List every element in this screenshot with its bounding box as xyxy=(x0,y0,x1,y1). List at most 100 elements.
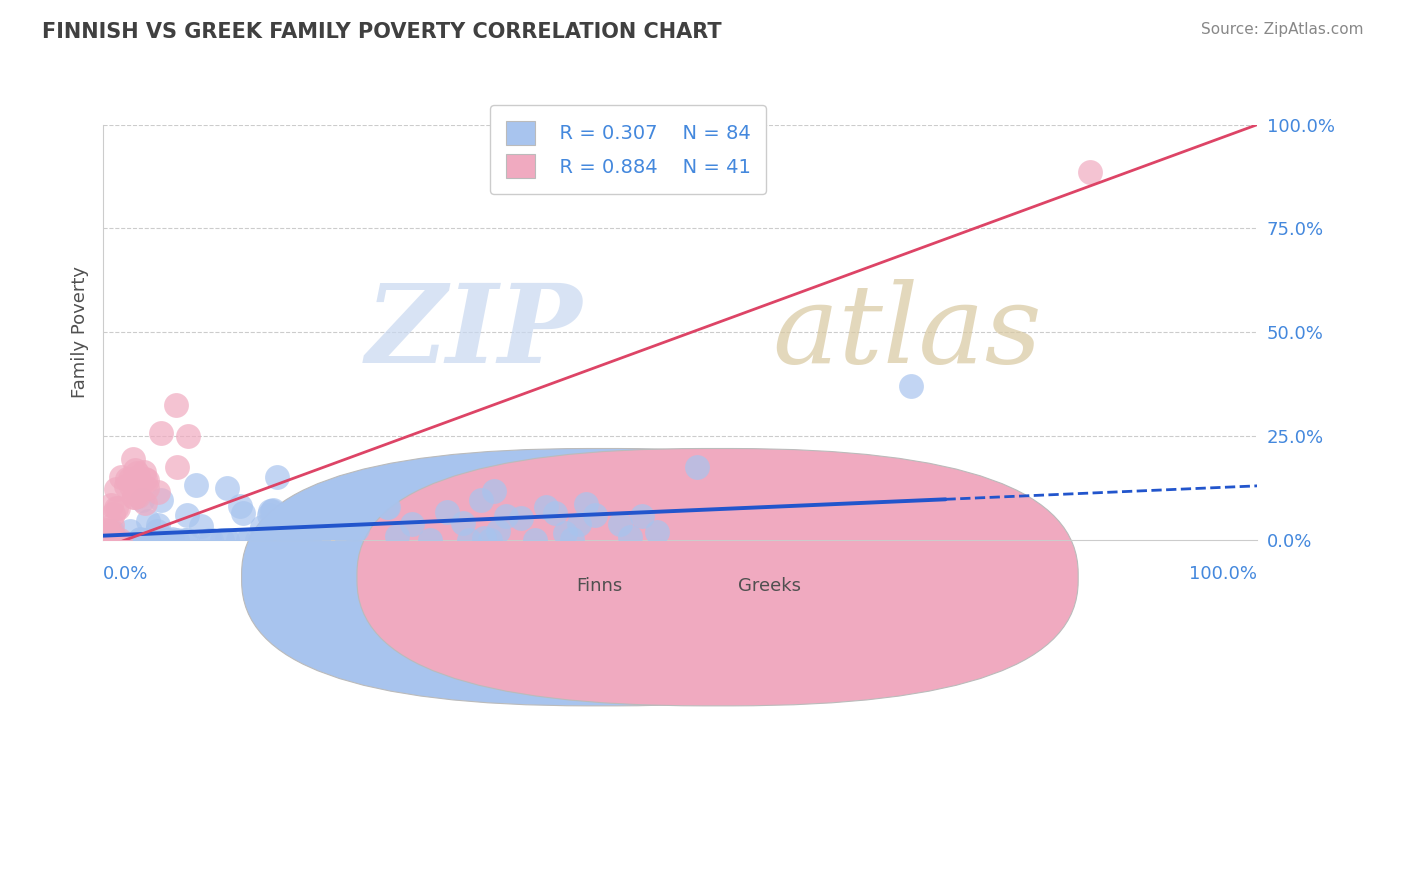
Legend:   R = 0.307    N = 84,   R = 0.884    N = 41: R = 0.307 N = 84, R = 0.884 N = 41 xyxy=(491,105,766,194)
Point xyxy=(190,519,212,533)
Point xyxy=(103,533,125,547)
Point xyxy=(619,530,641,544)
Point xyxy=(1078,165,1101,179)
Point xyxy=(609,516,631,531)
Point xyxy=(135,481,157,495)
Point xyxy=(122,452,145,467)
Point xyxy=(686,459,709,474)
Text: Greeks: Greeks xyxy=(738,577,801,595)
Point xyxy=(259,508,281,522)
Point xyxy=(100,498,122,512)
Point xyxy=(127,470,149,484)
Point xyxy=(127,489,149,503)
Point xyxy=(311,490,333,504)
Point xyxy=(110,533,132,547)
Point xyxy=(176,508,198,522)
Point xyxy=(307,533,329,547)
Point xyxy=(184,478,207,492)
Point xyxy=(157,533,180,547)
Point xyxy=(198,533,221,547)
Point xyxy=(259,504,281,518)
Point xyxy=(166,460,188,475)
Point xyxy=(277,531,299,545)
Point xyxy=(298,533,321,547)
Point xyxy=(110,470,132,484)
Point xyxy=(160,532,183,546)
Point xyxy=(122,490,145,504)
Point xyxy=(115,471,138,485)
Point xyxy=(174,533,197,547)
Point xyxy=(544,506,567,520)
Point xyxy=(274,515,297,529)
Point xyxy=(900,379,922,393)
Point xyxy=(266,470,288,484)
Point xyxy=(101,518,124,533)
Point xyxy=(122,491,145,505)
Point xyxy=(335,528,357,542)
Point xyxy=(105,482,128,496)
Text: Source: ZipAtlas.com: Source: ZipAtlas.com xyxy=(1201,22,1364,37)
Point xyxy=(277,524,299,538)
Point xyxy=(554,526,576,541)
Point xyxy=(165,398,187,412)
Point xyxy=(249,533,271,547)
Point xyxy=(488,524,510,539)
Point xyxy=(131,533,153,547)
Point xyxy=(177,428,200,442)
Y-axis label: Family Poverty: Family Poverty xyxy=(72,267,89,398)
Point xyxy=(101,524,124,538)
Point xyxy=(375,500,398,514)
Point xyxy=(105,500,128,515)
Point xyxy=(134,465,156,479)
Point xyxy=(166,533,188,547)
Point xyxy=(342,523,364,537)
Point xyxy=(458,533,481,547)
Point xyxy=(419,533,441,547)
FancyBboxPatch shape xyxy=(242,449,963,706)
Point xyxy=(472,532,495,546)
Point xyxy=(132,533,155,547)
Point xyxy=(236,533,259,547)
Point xyxy=(155,533,177,547)
Point xyxy=(568,516,591,531)
Point xyxy=(232,506,254,520)
Point xyxy=(128,532,150,546)
Point xyxy=(575,497,598,511)
Point xyxy=(134,496,156,510)
Point xyxy=(176,533,198,547)
Point xyxy=(401,516,423,531)
Point xyxy=(262,503,284,517)
Point xyxy=(284,533,307,547)
Point xyxy=(115,479,138,493)
Point xyxy=(262,504,284,518)
Point xyxy=(96,523,118,537)
Point xyxy=(105,533,128,547)
Point xyxy=(125,466,148,480)
Point xyxy=(134,472,156,486)
Point xyxy=(259,524,281,538)
Point xyxy=(93,524,115,539)
Point xyxy=(385,529,408,543)
Point xyxy=(103,533,125,547)
Point xyxy=(560,532,582,546)
Point xyxy=(229,500,252,514)
Text: atlas: atlas xyxy=(772,278,1042,386)
Point xyxy=(136,514,159,528)
Point xyxy=(346,523,368,537)
Point xyxy=(136,533,159,547)
Point xyxy=(128,533,150,547)
Point xyxy=(136,473,159,487)
Point xyxy=(211,533,233,547)
Point xyxy=(120,479,142,493)
Point xyxy=(470,492,492,507)
Point xyxy=(509,511,531,525)
Point xyxy=(495,509,517,524)
Point xyxy=(96,525,118,540)
Point xyxy=(254,533,277,547)
Point xyxy=(103,533,125,547)
Point xyxy=(534,500,557,515)
Point xyxy=(101,507,124,521)
Point xyxy=(281,533,304,547)
Point xyxy=(250,520,273,534)
Point xyxy=(125,487,148,501)
